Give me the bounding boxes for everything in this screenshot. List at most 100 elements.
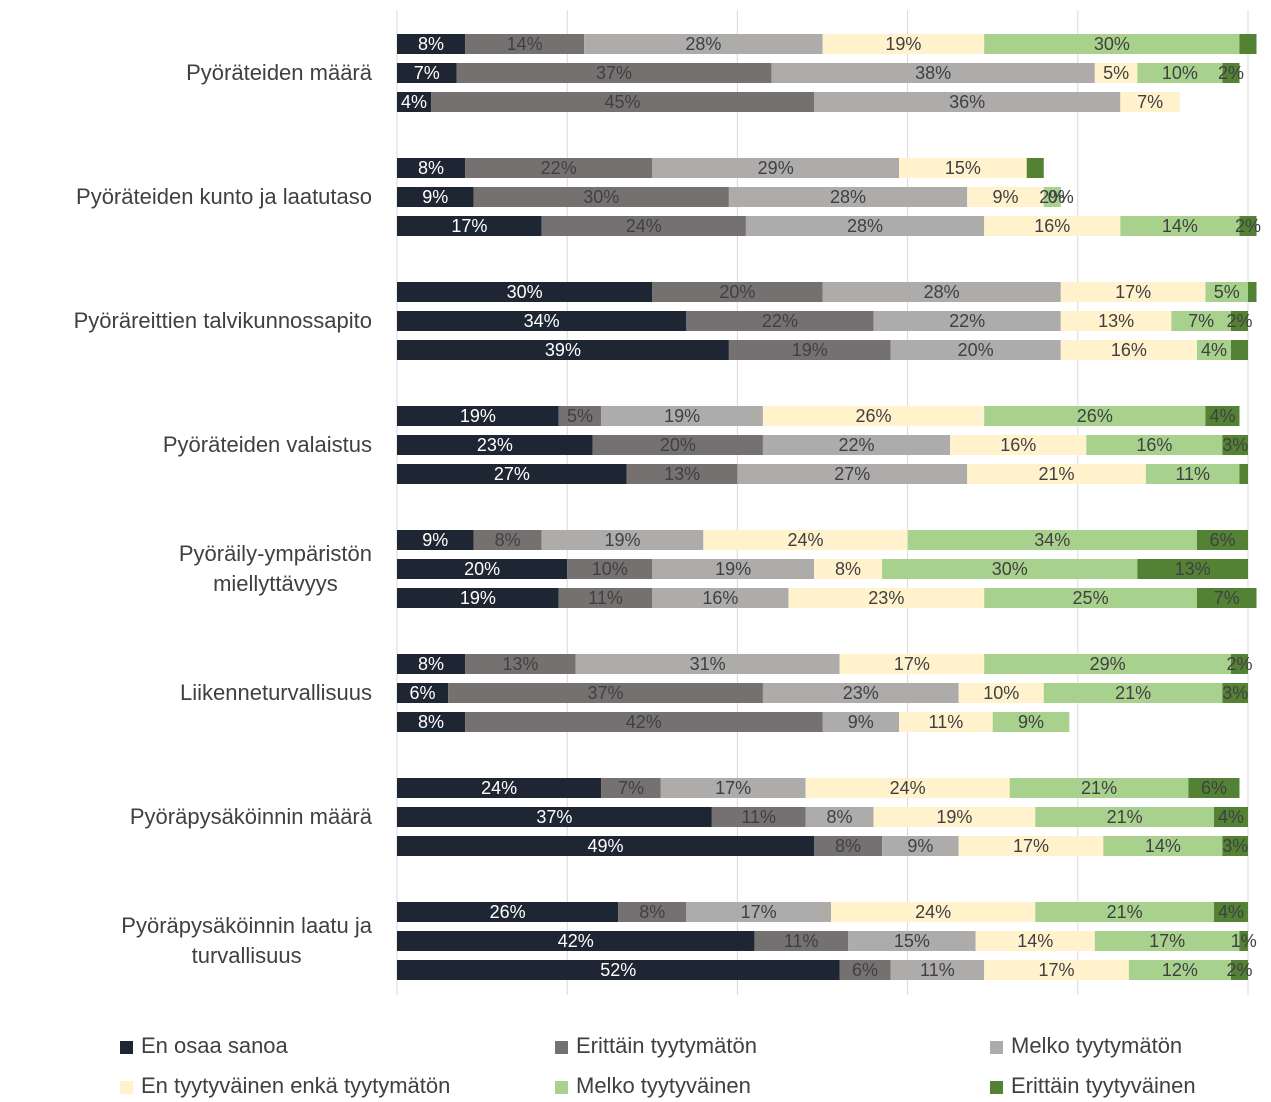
data-label: 24% xyxy=(481,778,517,798)
bar-segment xyxy=(1035,902,1214,922)
data-label: 11% xyxy=(929,712,964,732)
data-label: 14% xyxy=(1145,836,1181,856)
data-label: 19% xyxy=(936,807,972,827)
data-label: 30% xyxy=(992,559,1028,579)
data-label: 2% xyxy=(1226,960,1252,980)
bar-segment xyxy=(788,588,985,608)
data-label: 8% xyxy=(639,902,665,922)
bar-segment xyxy=(1060,311,1172,331)
data-label: 19% xyxy=(664,406,700,426)
data-label: 22% xyxy=(541,158,577,178)
data-label: 4% xyxy=(1209,406,1235,426)
bar-segment xyxy=(1205,282,1248,302)
bar-segment xyxy=(626,464,738,484)
data-label: 11% xyxy=(1175,464,1210,484)
data-label: 21% xyxy=(1081,778,1117,798)
bar-segment xyxy=(890,340,1061,360)
bar-segment xyxy=(397,778,602,798)
data-label: 17% xyxy=(741,902,777,922)
bar-segment xyxy=(465,34,585,54)
bar-segment xyxy=(984,34,1240,54)
legend-label: Erittäin tyytyväinen xyxy=(1011,1073,1196,1098)
legend-item: En osaa sanoa xyxy=(120,1033,288,1059)
bar-segment xyxy=(711,807,806,827)
data-label: 7% xyxy=(1188,311,1214,331)
data-label: 14% xyxy=(1017,931,1053,951)
bar-segment xyxy=(541,530,704,550)
data-label: 17% xyxy=(1013,836,1049,856)
bar-segment xyxy=(618,902,687,922)
bar-segment xyxy=(397,406,559,426)
bar-segment xyxy=(601,778,661,798)
data-label: 34% xyxy=(524,311,560,331)
bar-segment xyxy=(397,530,474,550)
bar-segment xyxy=(1239,216,1257,236)
data-label: 12% xyxy=(1162,960,1198,980)
bar-segment xyxy=(397,931,755,951)
data-label: 19% xyxy=(792,340,828,360)
bar-segment xyxy=(1171,311,1231,331)
bar-segment xyxy=(448,683,763,703)
legend-item: Erittäin tyytyväinen xyxy=(990,1073,1196,1099)
data-label: 4% xyxy=(401,92,427,112)
bar-segment xyxy=(805,778,1010,798)
data-label: 17% xyxy=(894,654,930,674)
bar-segment xyxy=(975,931,1095,951)
data-label: 2% xyxy=(1218,63,1244,83)
data-label: 20% xyxy=(464,559,500,579)
data-label: 16% xyxy=(702,588,738,608)
bar-segment xyxy=(1213,902,1248,922)
bar-segment xyxy=(1060,340,1197,360)
data-label: 13% xyxy=(1175,559,1211,579)
bar-segment xyxy=(660,778,806,798)
data-label: 8% xyxy=(418,34,444,54)
data-label: 19% xyxy=(604,530,640,550)
bar-segment xyxy=(984,654,1231,674)
bar-segment xyxy=(839,654,985,674)
legend-swatch xyxy=(555,1040,568,1054)
bar-segment xyxy=(652,588,789,608)
data-label: 19% xyxy=(885,34,921,54)
data-label: 24% xyxy=(915,902,951,922)
data-label: 29% xyxy=(1090,654,1126,674)
data-label: 19% xyxy=(460,406,496,426)
data-label: 16% xyxy=(1000,435,1036,455)
data-label: 28% xyxy=(924,282,960,302)
data-label: 19% xyxy=(715,559,751,579)
bar-segment xyxy=(813,836,883,856)
bar-segment xyxy=(882,559,1138,579)
legend-item: Erittäin tyytymätön xyxy=(555,1033,757,1059)
data-label: 2% xyxy=(1039,187,1065,207)
bar-segment xyxy=(1120,92,1180,112)
bar-segment xyxy=(584,34,823,54)
bar-segment xyxy=(397,187,474,207)
bar-segment xyxy=(465,654,576,674)
data-label: 5% xyxy=(1214,282,1240,302)
bar-segment xyxy=(873,311,1061,331)
bar-segment xyxy=(805,807,874,827)
data-label: 4% xyxy=(1201,340,1227,360)
bar-segment xyxy=(397,654,466,674)
bar-segment xyxy=(992,712,1070,732)
data-label: 2% xyxy=(1226,311,1252,331)
data-label: 11% xyxy=(784,931,819,951)
bar-segment xyxy=(967,187,1044,207)
bar-segment xyxy=(1222,435,1248,455)
bar-segment xyxy=(575,654,840,674)
bar-segment xyxy=(397,435,593,455)
bar-segment xyxy=(984,406,1206,426)
data-label: 9% xyxy=(422,187,448,207)
data-label: 17% xyxy=(1115,282,1151,302)
bar-segment xyxy=(1213,807,1248,827)
category-label: Pyöräteiden kunto ja laatutaso xyxy=(76,184,372,209)
data-label: 9% xyxy=(1018,712,1044,732)
category-label: Pyöräreittien talvikunnossapito xyxy=(73,308,372,333)
bar-segment xyxy=(1230,311,1248,331)
data-label: 13% xyxy=(502,654,538,674)
bar-segment xyxy=(397,807,712,827)
bar-segment xyxy=(1239,464,1248,484)
data-label: 8% xyxy=(418,654,444,674)
bar-segment xyxy=(652,282,823,302)
bar-segment xyxy=(397,559,568,579)
